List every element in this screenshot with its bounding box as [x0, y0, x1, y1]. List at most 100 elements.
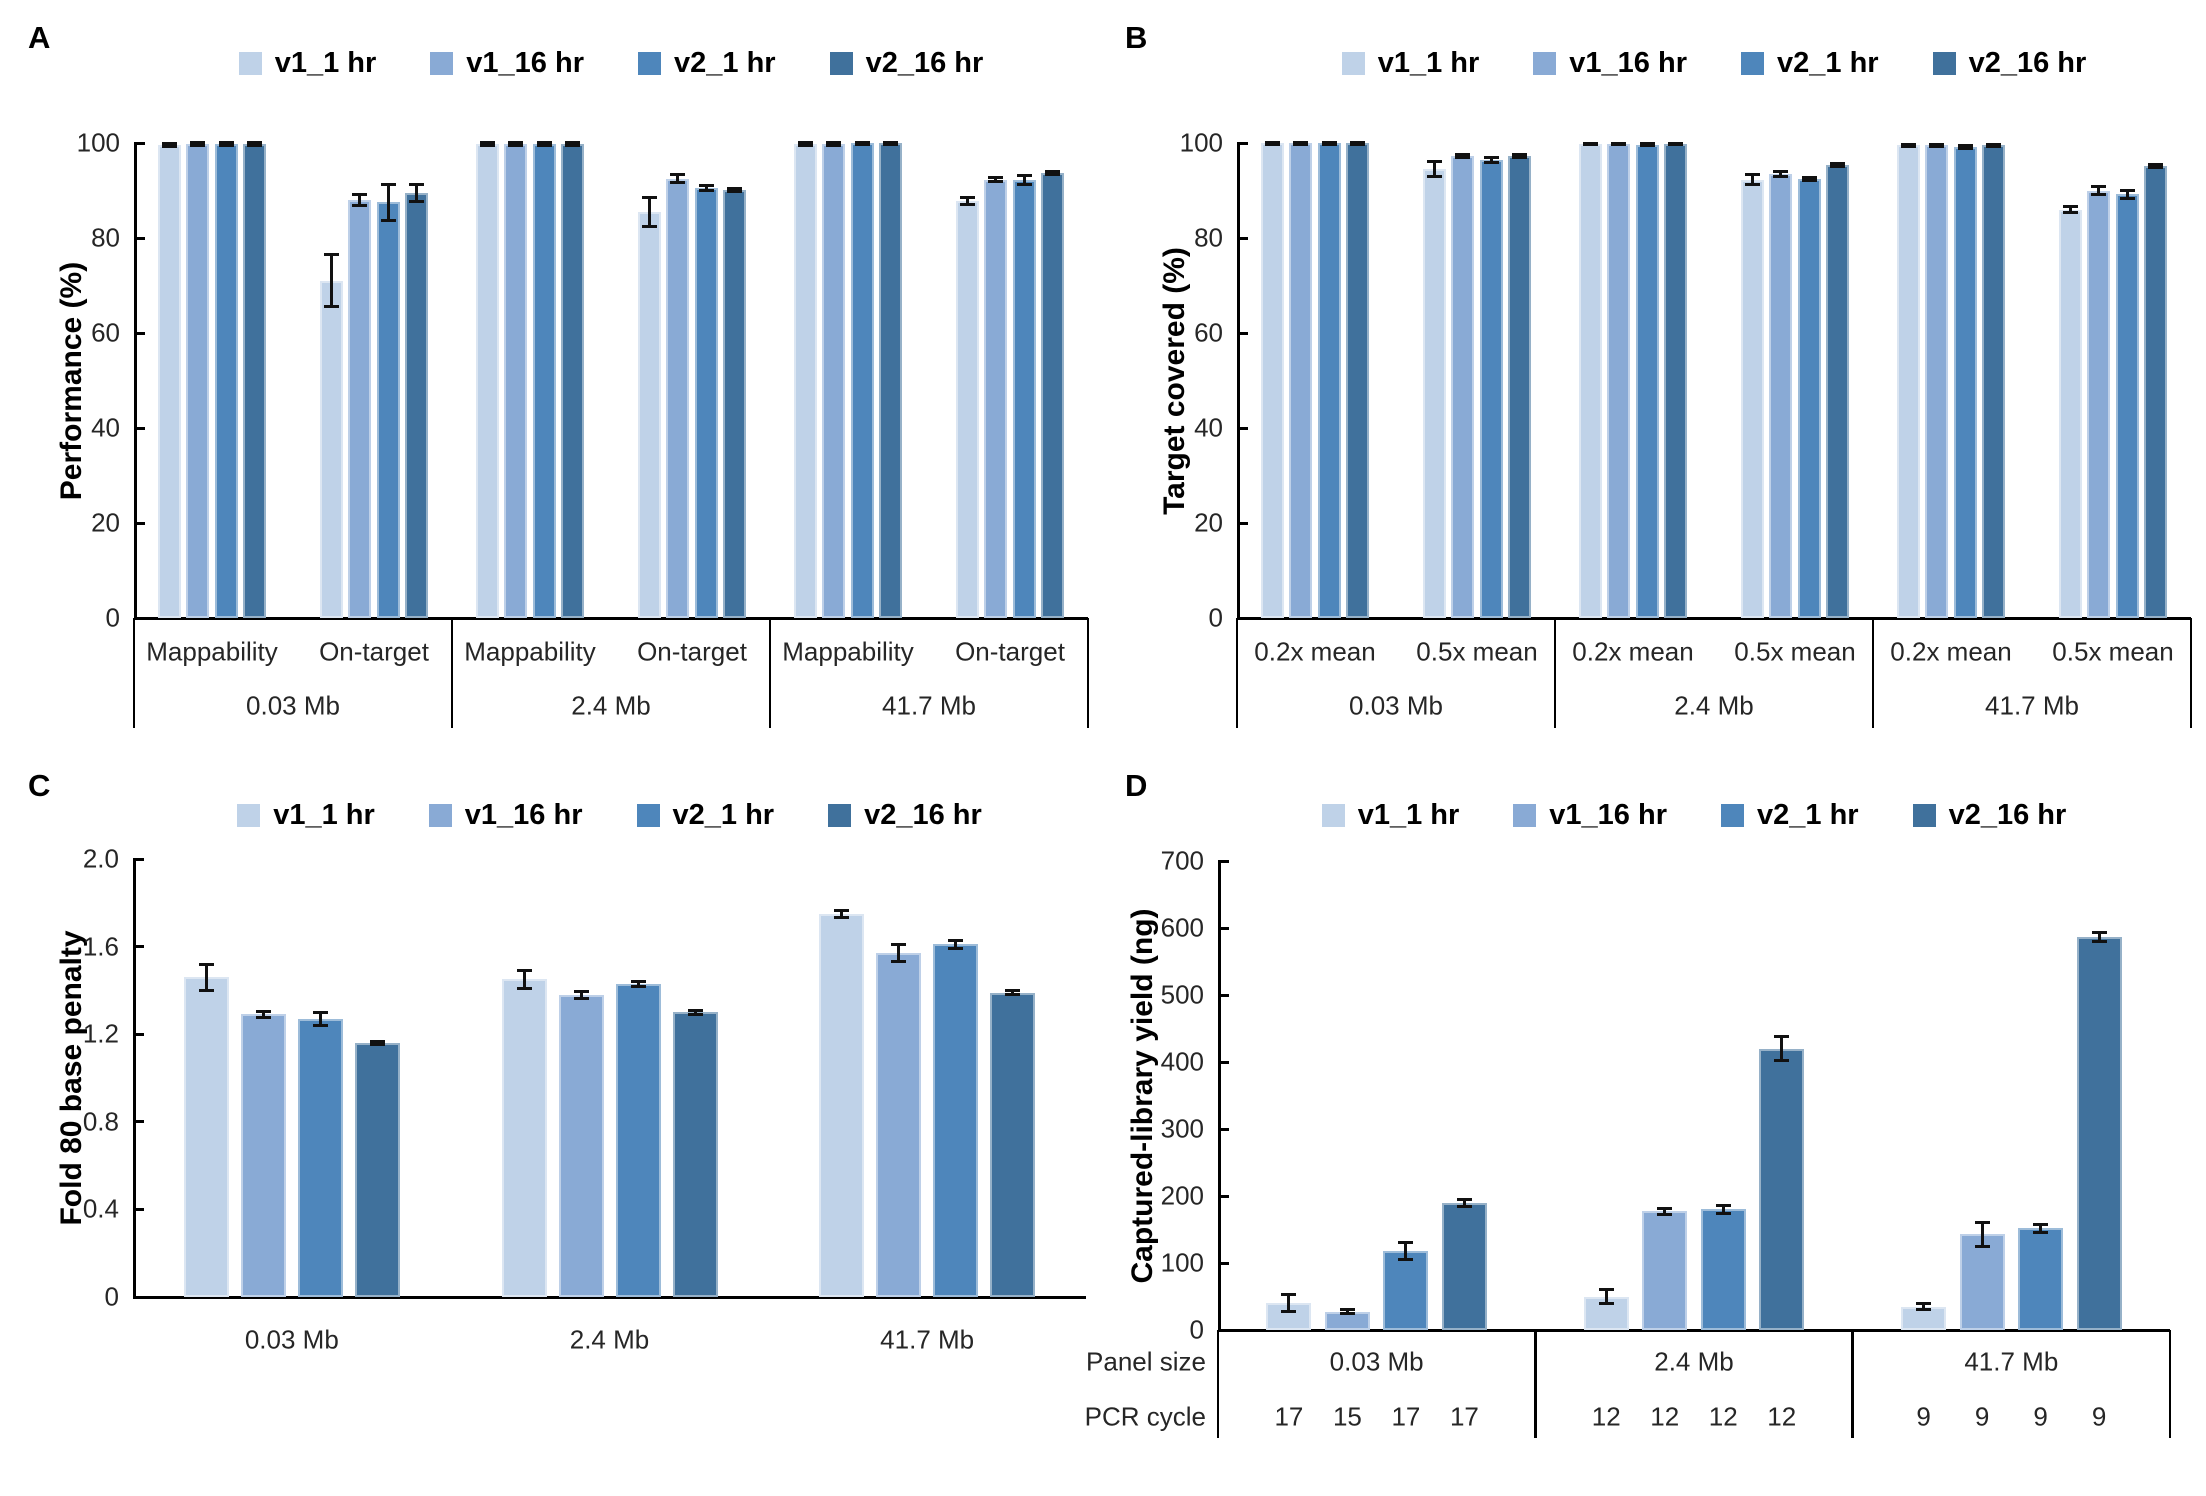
- y-tick-label: 500: [1160, 979, 1204, 1010]
- x-axis-line: [133, 1296, 1086, 1299]
- bar: [1607, 143, 1631, 618]
- y-tick: [134, 426, 145, 430]
- error-bar-cap: [565, 141, 581, 145]
- error-bar-cap: [797, 141, 813, 145]
- y-axis-line: [133, 859, 136, 1297]
- bar: [243, 143, 267, 618]
- error-bar-cap: [198, 962, 214, 966]
- legend-label: v2_1 hr: [1777, 46, 1879, 79]
- error-bar: [1432, 161, 1436, 177]
- bar: [2058, 209, 2082, 618]
- error-bar-cap: [2062, 205, 2078, 209]
- legend-label: v1_1 hr: [1357, 798, 1460, 831]
- y-tick-label: 20: [91, 507, 120, 538]
- error-bar: [1922, 1303, 1926, 1310]
- error-bar-cap: [2033, 1230, 2049, 1234]
- bar: [532, 143, 556, 618]
- table-border: [1235, 618, 1239, 728]
- bar: [1925, 145, 1949, 618]
- error-bar-cap: [1598, 1301, 1614, 1305]
- panel-letter: C: [28, 768, 51, 803]
- error-bar-cap: [1005, 989, 1021, 993]
- legend-swatch-v2-1-hr: [638, 51, 661, 75]
- legend-swatch-v1-1-hr: [1321, 803, 1345, 827]
- error-bar-cap: [1929, 142, 1945, 146]
- error-bar-cap: [834, 908, 850, 912]
- y-tick: [134, 236, 145, 240]
- error-bar: [375, 1041, 379, 1045]
- error-bar: [647, 197, 651, 227]
- error-bar: [2039, 1224, 2043, 1233]
- y-tick: [1218, 859, 1229, 863]
- subgroup-label: 0.2x mean: [1890, 636, 2012, 667]
- error-bar: [1663, 1208, 1667, 1215]
- legend-swatch-v2-1-hr: [636, 803, 660, 827]
- legend-label: v1_16 hr: [1569, 46, 1687, 79]
- y-tick: [1237, 331, 1248, 335]
- pcr-cycle-value: 9: [1916, 1401, 1931, 1432]
- error-bar: [704, 185, 708, 191]
- error-bar-cap: [826, 141, 842, 145]
- error-bar-cap: [323, 305, 339, 309]
- error-bar: [733, 188, 737, 192]
- bar: [297, 1018, 343, 1297]
- error-bar-cap: [1483, 161, 1499, 165]
- error-bar: [1721, 1205, 1725, 1214]
- error-bar: [261, 1011, 265, 1018]
- error-bar: [2097, 932, 2101, 942]
- y-tick-label: 100: [1179, 127, 1223, 158]
- bar: [637, 211, 661, 618]
- y-tick: [134, 521, 145, 525]
- subgroup-label: 0.5x mean: [1734, 636, 1856, 667]
- legend-label: v1_1 hr: [274, 46, 377, 79]
- error-bar-cap: [670, 180, 686, 184]
- error-bar-cap: [727, 190, 743, 194]
- error-bar-cap: [247, 141, 263, 145]
- error-bar-cap: [1773, 170, 1789, 174]
- table-border: [2168, 1330, 2172, 1438]
- error-bar-cap: [380, 218, 396, 222]
- error-bar-cap: [1744, 172, 1760, 176]
- error-bar-cap: [2148, 166, 2164, 170]
- legend-swatch-v1-16-hr: [1513, 803, 1537, 827]
- error-bar: [954, 940, 958, 949]
- subgroup-label: On-target: [637, 636, 747, 667]
- error-bar-cap: [1974, 1244, 1990, 1248]
- legend: v1_1 hr v1_16 hr v2_1 hr v2_16 hr: [1218, 798, 2170, 832]
- error-bar-cap: [1293, 142, 1309, 146]
- error-bar-cap: [369, 1039, 385, 1043]
- error-bar-cap: [1900, 142, 1916, 146]
- error-bar: [167, 143, 171, 147]
- legend-swatch-v2-16-hr: [828, 803, 852, 827]
- table-border: [1553, 618, 1557, 728]
- y-tick-label: 1.2: [82, 1018, 119, 1049]
- error-bar-cap: [536, 141, 552, 145]
- error-bar-cap: [641, 224, 657, 228]
- bar: [214, 143, 238, 618]
- bar: [501, 979, 547, 1297]
- bar: [793, 143, 817, 618]
- error-bar-cap: [380, 182, 396, 186]
- y-tick-label: 0: [105, 602, 120, 633]
- error-bar-cap: [1045, 173, 1061, 177]
- x-axis-line: [1237, 617, 2191, 620]
- y-tick-label: 600: [1160, 912, 1204, 943]
- y-tick-label: 100: [76, 127, 120, 158]
- table-border: [450, 618, 454, 728]
- bar: [1479, 160, 1503, 618]
- bar: [933, 944, 979, 1297]
- legend-swatch-v2-1-hr: [1741, 51, 1764, 75]
- bar: [376, 202, 400, 618]
- error-bar: [386, 184, 390, 221]
- pcr-cycle-value: 9: [1974, 1401, 1990, 1432]
- error-bar-cap: [891, 942, 907, 946]
- y-axis-title: Target covered (%): [1158, 246, 1191, 515]
- group-label: 2.4 Mb: [1674, 690, 1754, 721]
- bar: [1953, 146, 1977, 618]
- error-bar-cap: [1974, 1220, 1990, 1224]
- bar: [1664, 143, 1688, 618]
- error-bar-cap: [1639, 144, 1655, 148]
- error-bar-cap: [883, 141, 899, 145]
- y-tick: [1237, 426, 1248, 430]
